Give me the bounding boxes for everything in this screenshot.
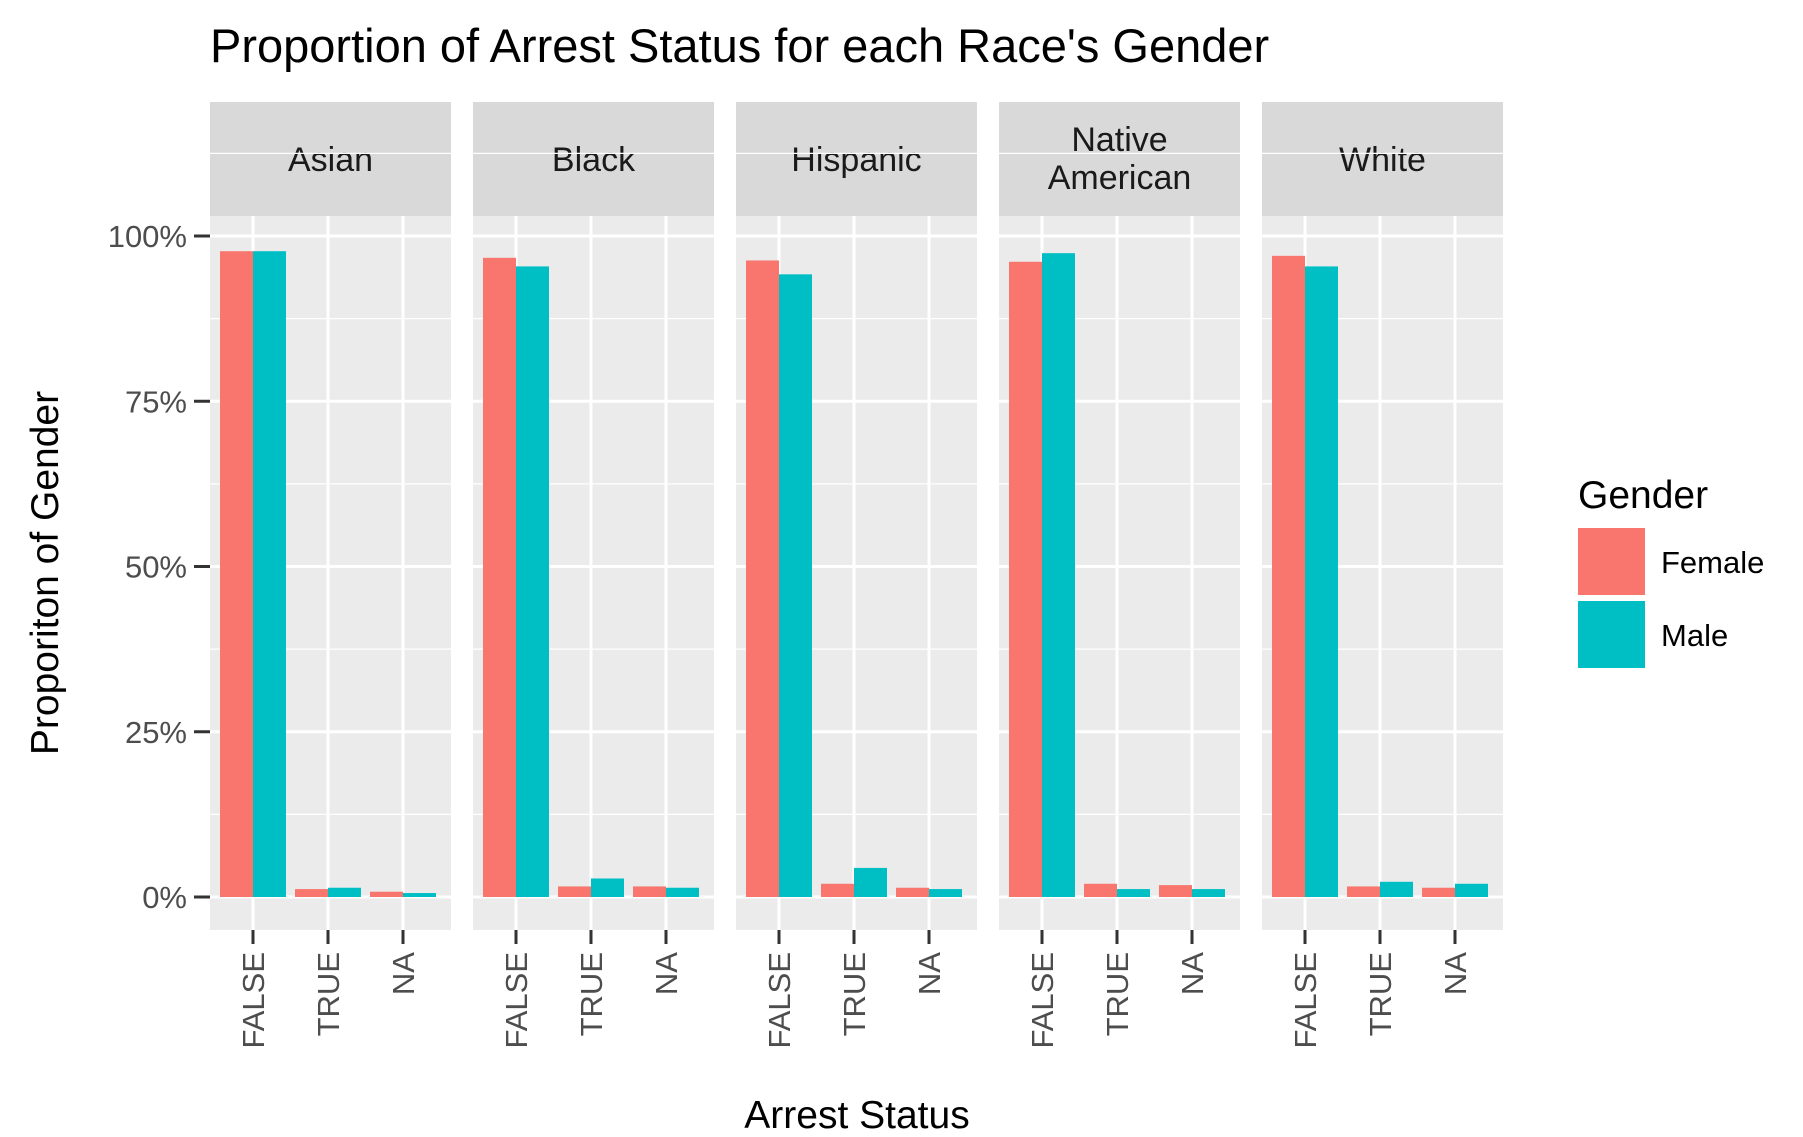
- y-tick-label-75: 75%: [125, 384, 187, 419]
- bar-native-american-false-female: [1009, 261, 1042, 897]
- bar-hispanic-false-male: [779, 274, 812, 897]
- bar-native-american-true-female: [1084, 883, 1117, 897]
- legend: Gender Female Male: [1578, 474, 1764, 668]
- bar-white-na-male: [1455, 883, 1488, 897]
- bar-native-american-true-male: [1117, 889, 1150, 897]
- facet-panel-white: White FALSE TRUE NA: [1262, 102, 1503, 1049]
- x-tick-label-true: TRUE: [837, 952, 872, 1036]
- x-tick-label-false: FALSE: [1288, 952, 1323, 1049]
- facet-strip-label: Black: [552, 141, 636, 179]
- x-tick-label-na: NA: [649, 952, 684, 995]
- bar-asian-false-male: [253, 251, 286, 897]
- bar-white-true-male: [1380, 881, 1413, 897]
- x-tick-label-false: FALSE: [762, 952, 797, 1049]
- y-tick-label-0: 0%: [142, 880, 187, 915]
- bar-black-na-male: [666, 887, 699, 897]
- facet-strip: [1262, 102, 1503, 216]
- facet-strip-label: Hispanic: [791, 141, 921, 179]
- bar-native-american-false-male: [1042, 253, 1075, 897]
- bar-native-american-na-male: [1192, 889, 1225, 897]
- facet-strip: [736, 102, 977, 216]
- bar-hispanic-na-male: [929, 889, 962, 897]
- bar-hispanic-true-female: [821, 883, 854, 897]
- x-tick-label-true: TRUE: [1100, 952, 1135, 1036]
- bar-asian-na-female: [370, 891, 403, 897]
- facet-strip: [210, 102, 451, 216]
- facet-panel-black: Black FALSE TRUE NA: [473, 102, 714, 1049]
- bar-asian-false-female: [220, 251, 253, 897]
- legend-key-male: [1578, 601, 1645, 668]
- x-tick-label-na: NA: [912, 952, 947, 995]
- y-tick-label-50: 50%: [125, 550, 187, 585]
- chart-title: Proportion of Arrest Status for each Rac…: [210, 19, 1269, 72]
- x-tick-label-true: TRUE: [311, 952, 346, 1036]
- bar-asian-true-male: [328, 887, 361, 897]
- bar-asian-true-female: [295, 889, 328, 897]
- bar-white-false-female: [1272, 255, 1305, 897]
- legend-key-female: [1578, 528, 1645, 595]
- bar-native-american-na-female: [1159, 885, 1192, 897]
- x-tick-label-true: TRUE: [1363, 952, 1398, 1036]
- bar-black-false-male: [516, 266, 549, 897]
- legend-title: Gender: [1578, 474, 1708, 517]
- x-tick-label-false: FALSE: [499, 952, 534, 1049]
- bar-white-false-male: [1305, 266, 1338, 897]
- facet-panel-asian: Asian FALSE TRUE NA: [210, 102, 451, 1049]
- bar-white-true-female: [1347, 886, 1380, 897]
- x-tick-label-na: NA: [1438, 952, 1473, 995]
- bar-black-na-female: [633, 886, 666, 897]
- bar-hispanic-true-male: [854, 867, 887, 897]
- facet-panel-native-american: Native American FALSE TRUE NA: [999, 102, 1240, 1049]
- y-axis: 0% 25% 50% 75% 100%: [108, 219, 210, 915]
- bar-asian-na-male: [403, 893, 436, 897]
- x-tick-label-false: FALSE: [236, 952, 271, 1049]
- bar-hispanic-na-female: [896, 887, 929, 897]
- facet-strip-label: White: [1339, 141, 1426, 179]
- bar-black-false-female: [483, 257, 516, 897]
- facet-panel-hispanic: Hispanic FALSE TRUE NA: [736, 102, 977, 1049]
- legend-label-female: Female: [1661, 545, 1764, 580]
- y-axis-title: Proporiton of Gender: [24, 391, 67, 755]
- legend-items: Female Male: [1578, 528, 1764, 668]
- x-tick-label-na: NA: [1175, 952, 1210, 995]
- facet-strip: [473, 102, 714, 216]
- facet-strip: [999, 102, 1240, 216]
- bar-white-na-female: [1422, 887, 1455, 897]
- facet-strip-label: Native American: [1048, 121, 1192, 197]
- x-tick-label-na: NA: [386, 952, 421, 995]
- y-tick-label-25: 25%: [125, 715, 187, 750]
- x-tick-label-true: TRUE: [574, 952, 609, 1036]
- legend-label-male: Male: [1661, 618, 1728, 653]
- bar-black-true-female: [558, 886, 591, 897]
- bar-black-true-male: [591, 878, 624, 897]
- x-tick-label-false: FALSE: [1025, 952, 1060, 1049]
- bar-hispanic-false-female: [746, 260, 779, 897]
- facet-strip-label: Asian: [288, 141, 373, 179]
- y-tick-label-100: 100%: [108, 219, 187, 254]
- x-axis-title: Arrest Status: [744, 1094, 969, 1137]
